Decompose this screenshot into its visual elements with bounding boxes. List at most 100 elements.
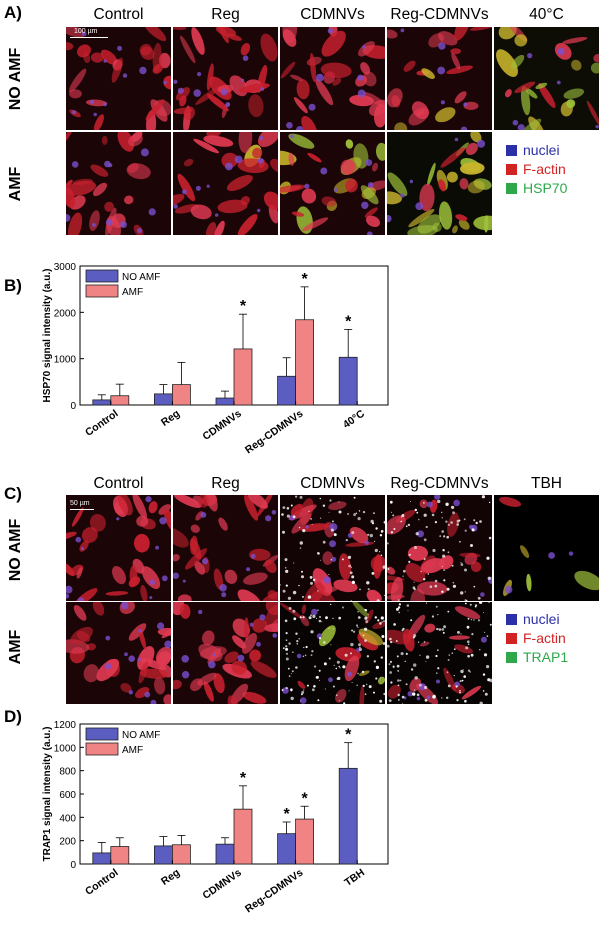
y-tick-label: 1000 bbox=[54, 743, 77, 754]
y-tick-label: 0 bbox=[70, 860, 76, 871]
bar-amf bbox=[295, 818, 315, 865]
panel-a-row-amf: AMF bbox=[7, 166, 24, 202]
panel-c-col-cdmnvs: CDMNVs bbox=[300, 475, 365, 492]
legend-item-nuclei: nuclei bbox=[506, 611, 568, 627]
panel-a-col-cdmnvs: CDMNVs bbox=[300, 6, 365, 23]
significance-star: * bbox=[240, 298, 247, 315]
significance-star: * bbox=[283, 806, 290, 823]
x-tick-label: Control bbox=[83, 867, 121, 898]
significance-star: * bbox=[301, 790, 308, 807]
legend-item-trap1: TRAP1 bbox=[506, 649, 568, 665]
bar-no-amf bbox=[277, 375, 297, 406]
panel-a-scalebar bbox=[70, 37, 108, 38]
bar-amf bbox=[171, 844, 191, 865]
significance-star: * bbox=[345, 727, 352, 744]
y-tick-label: 200 bbox=[59, 837, 76, 848]
panel-c-col-reg: Reg bbox=[211, 475, 240, 492]
legend-swatch bbox=[506, 144, 517, 156]
legend-swatch bbox=[506, 632, 517, 644]
panel-b-letter: B) bbox=[4, 276, 22, 295]
y-tick-label: 3000 bbox=[54, 262, 77, 273]
bar-amf bbox=[171, 384, 191, 406]
bar-no-amf bbox=[215, 397, 235, 406]
panel-c-legend: nuclei F-actin TRAP1 bbox=[506, 611, 568, 668]
legend-label: HSP70 bbox=[523, 180, 568, 196]
legend-label: F-actin bbox=[523, 161, 566, 177]
micrograph-image bbox=[387, 495, 492, 601]
y-axis-label: TRAP1 signal intensity (a.u.) bbox=[42, 726, 53, 861]
micrograph-image bbox=[387, 27, 492, 130]
legend-label: NO AMF bbox=[122, 730, 160, 741]
bar-amf bbox=[110, 846, 130, 865]
bar-no-amf bbox=[338, 356, 358, 406]
panel-c-row-no-amf: NO AMF bbox=[7, 518, 24, 582]
bar-amf bbox=[233, 348, 253, 406]
y-tick-label: 1200 bbox=[54, 720, 77, 731]
panel-a-col-40c: 40°C bbox=[529, 6, 564, 23]
bar-no-amf bbox=[92, 852, 112, 865]
bar-amf bbox=[295, 319, 315, 406]
legend-label: F-actin bbox=[523, 630, 566, 646]
legend-swatch bbox=[85, 727, 119, 741]
significance-star: * bbox=[301, 271, 308, 288]
legend-label: AMF bbox=[122, 745, 143, 756]
panel-a-row-no-amf: NO AMF bbox=[7, 47, 24, 111]
panel-a-scalebar-label: 100 µm bbox=[74, 28, 98, 35]
panel-a-letter: A) bbox=[4, 3, 22, 22]
micrograph-image bbox=[66, 495, 171, 601]
x-tick-label: Control bbox=[83, 408, 121, 439]
legend-label: AMF bbox=[122, 287, 143, 298]
legend-item-f-actin: F-actin bbox=[506, 630, 568, 646]
micrograph-image bbox=[280, 495, 385, 601]
y-tick-label: 600 bbox=[59, 790, 76, 801]
micrograph-image bbox=[173, 602, 278, 704]
legend-label: nuclei bbox=[523, 142, 560, 158]
x-tick-label: CDMNVs bbox=[201, 408, 244, 443]
panel-c-scalebar-label: 50 µm bbox=[70, 500, 90, 507]
significance-star: * bbox=[240, 770, 247, 787]
legend-swatch bbox=[506, 613, 517, 625]
micrograph-image bbox=[66, 27, 171, 130]
micrograph-image bbox=[66, 602, 171, 704]
y-tick-label: 800 bbox=[59, 767, 76, 778]
micrograph-image bbox=[66, 132, 171, 235]
x-tick-label: CDMNVs bbox=[201, 867, 244, 902]
x-tick-label: Reg-CDMNVs bbox=[243, 867, 305, 916]
bar-no-amf bbox=[338, 767, 358, 865]
legend-swatch bbox=[506, 163, 517, 175]
micrograph-image bbox=[387, 132, 492, 235]
legend-label: TRAP1 bbox=[523, 649, 569, 665]
micrograph-image bbox=[387, 602, 492, 704]
panel-c-col-control: Control bbox=[93, 475, 144, 492]
panel-a-legend: nuclei F-actin HSP70 bbox=[506, 142, 567, 199]
micrograph-image bbox=[494, 27, 599, 130]
bar-amf bbox=[110, 395, 130, 406]
legend-label: nuclei bbox=[523, 611, 560, 627]
x-tick-label: Reg bbox=[159, 408, 182, 429]
panel-a-col-reg: Reg bbox=[211, 6, 240, 23]
micrograph-image bbox=[173, 132, 278, 235]
micrograph-image bbox=[280, 27, 385, 130]
legend-label: NO AMF bbox=[122, 272, 160, 283]
panel-c-letter: C) bbox=[4, 484, 22, 503]
micrograph-image bbox=[173, 27, 278, 130]
panel-c-scalebar bbox=[70, 509, 94, 510]
x-tick-label: Reg bbox=[159, 867, 182, 888]
bar-no-amf bbox=[277, 833, 297, 865]
panel-c-row-amf: AMF bbox=[7, 629, 24, 665]
micrograph-image bbox=[173, 495, 278, 601]
legend-item-hsp70: HSP70 bbox=[506, 180, 567, 196]
legend-swatch bbox=[85, 269, 119, 283]
x-tick-label: Reg-CDMNVs bbox=[243, 408, 305, 457]
micrograph-image bbox=[494, 495, 599, 601]
y-tick-label: 0 bbox=[70, 401, 76, 412]
bar-amf bbox=[233, 808, 253, 865]
panel-a-col-control: Control bbox=[93, 6, 144, 23]
x-tick-label: TBH bbox=[342, 867, 367, 889]
legend-item-nuclei: nuclei bbox=[506, 142, 567, 158]
y-tick-label: 1000 bbox=[54, 355, 77, 366]
bar-no-amf bbox=[154, 393, 173, 406]
micrograph-image bbox=[280, 132, 385, 235]
